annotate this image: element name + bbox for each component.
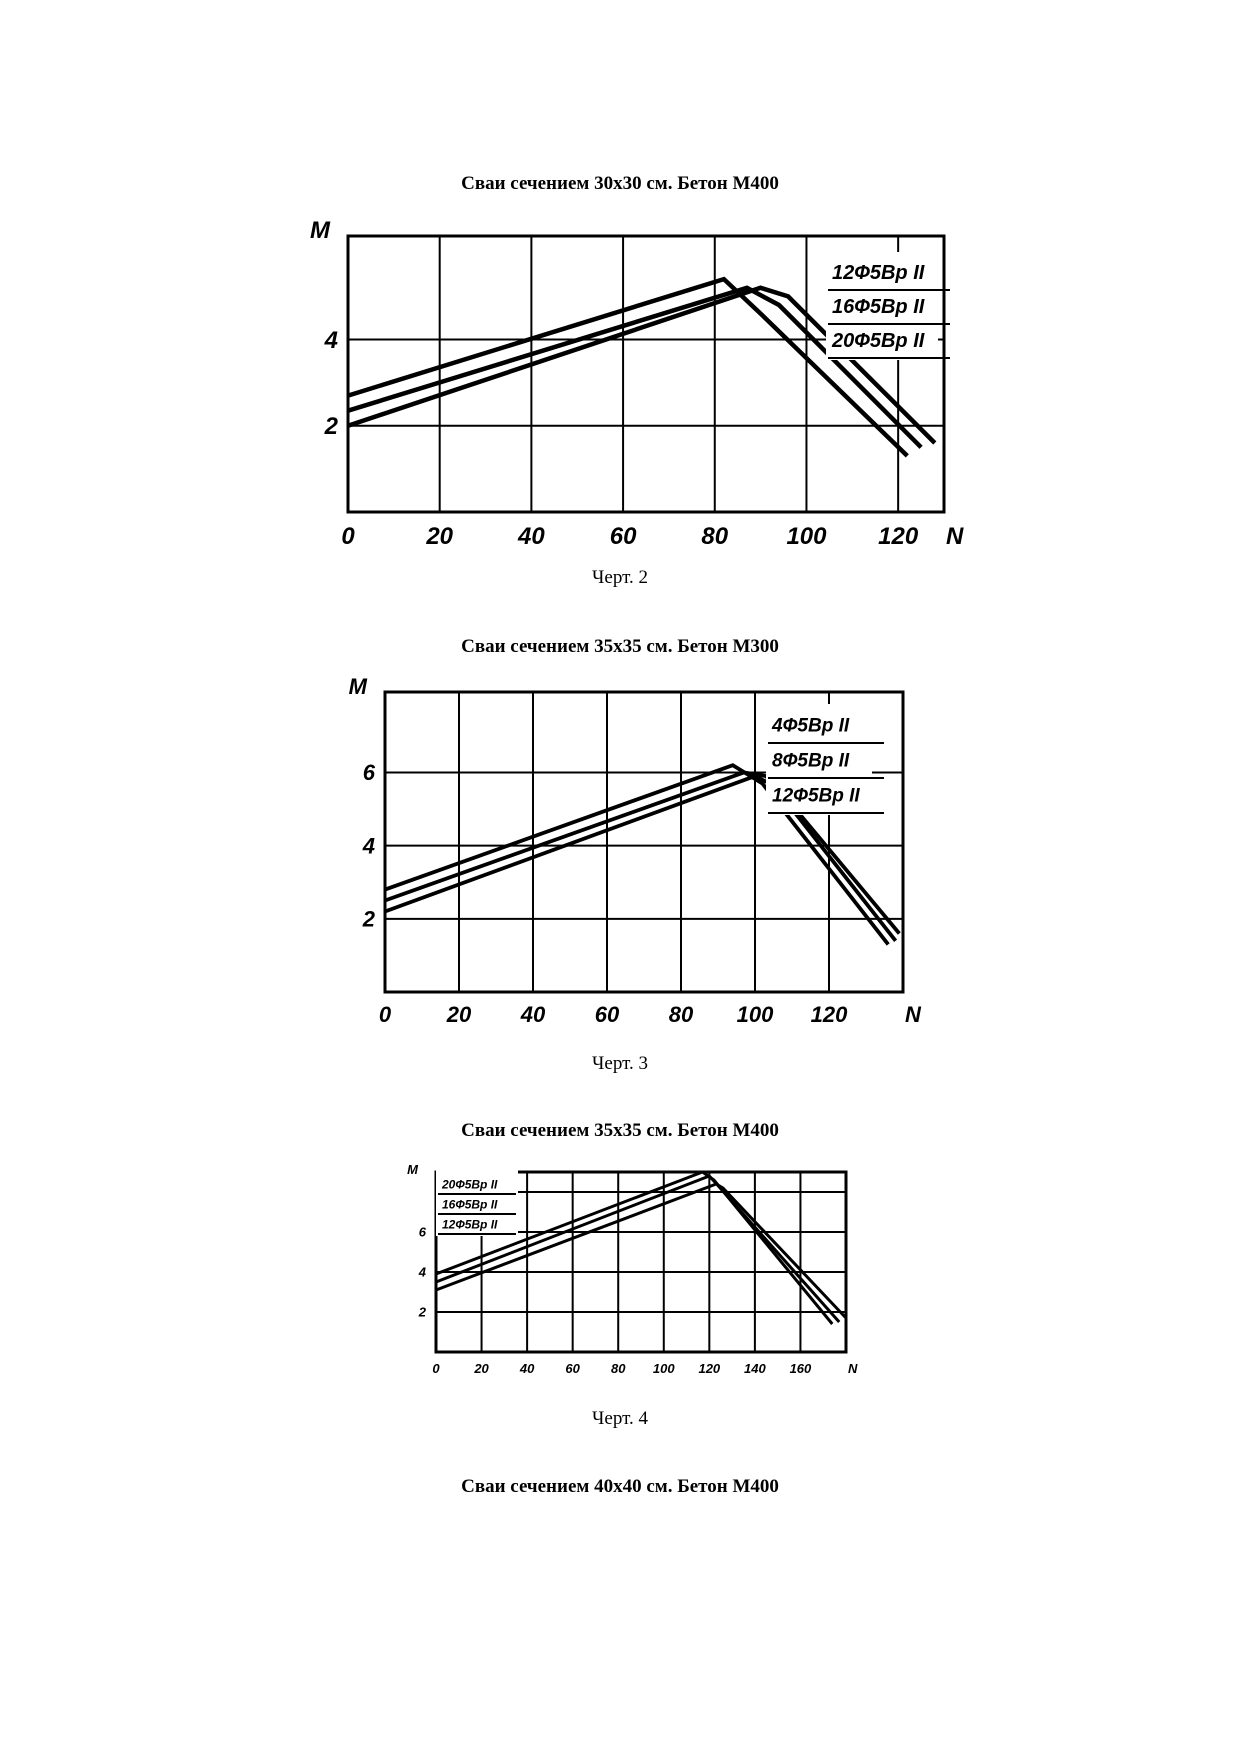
y-tick-label: 2 [324, 413, 339, 440]
x-axis-label: N [946, 523, 964, 550]
x-tick-label: 0 [432, 1361, 440, 1376]
x-tick-label: 120 [698, 1361, 720, 1376]
legend-entry: 4Ф5Вр II [771, 716, 850, 737]
x-axis-label: N [905, 1002, 922, 1027]
x-tick-label: 20 [473, 1361, 489, 1376]
x-tick-label: 40 [517, 523, 545, 550]
series-line [347, 285, 937, 445]
series-line [435, 1174, 841, 1323]
x-tick-label: 20 [446, 1002, 472, 1027]
x-tick-label: 60 [565, 1361, 580, 1376]
y-axis-label: M [310, 217, 331, 244]
x-tick-label: 140 [744, 1361, 766, 1376]
chart-1-heading: Сваи сечением 30х30 см. Бетон М400 [461, 173, 779, 194]
y-tick-label: 6 [363, 760, 376, 785]
y-tick-label: 4 [418, 1265, 427, 1280]
x-tick-label: 60 [595, 1002, 620, 1027]
x-tick-label: 80 [669, 1002, 694, 1027]
legend-background [766, 704, 872, 815]
legend-entry: 20Ф5Вр II [831, 330, 925, 352]
legend-entry: 12Ф5Вр II [442, 1217, 498, 1231]
y-axis-label: M [407, 1162, 419, 1177]
y-tick-label: 2 [418, 1305, 427, 1320]
x-tick-label: 80 [701, 523, 728, 550]
x-tick-label: 0 [379, 1002, 392, 1027]
y-tick-label: 6 [419, 1225, 427, 1240]
chart-2: 0 20 40 60 80 100 120 2 4 6 M N 4Ф5Вр II 8Ф5Вр II 12Ф5… [349, 674, 922, 1027]
chart-2-caption: Черт. 3 [592, 1053, 648, 1074]
chart-3-heading: Сваи сечением 35х35 см. Бетон М400 [461, 1120, 779, 1141]
x-axis-label: N [848, 1361, 858, 1376]
x-tick-label: 40 [520, 1002, 546, 1027]
x-tick-label: 80 [611, 1361, 626, 1376]
y-tick-label: 2 [362, 907, 376, 932]
legend-background [826, 252, 938, 360]
x-tick-label: 60 [610, 523, 637, 550]
x-tick-label: 120 [811, 1002, 848, 1027]
series-line [347, 285, 923, 449]
legend-background [436, 1170, 518, 1236]
chart-1: 0 20 40 60 80 100 120 2 4 M N 12Ф5Вр II 16Ф5Вр II 20Ф… [310, 217, 964, 550]
x-tick-label: 40 [519, 1361, 535, 1376]
x-tick-label: 100 [653, 1361, 675, 1376]
y-tick-label: 4 [324, 327, 338, 354]
legend-entry: 16Ф5Вр II [832, 296, 925, 318]
x-tick-label: 120 [878, 523, 919, 550]
chart-4-heading: Сваи сечением 40х40 см. Бетон М400 [461, 1476, 779, 1497]
x-tick-label: 0 [341, 523, 355, 550]
x-tick-label: 100 [737, 1002, 774, 1027]
legend-entry: 12Ф5Вр II [772, 786, 860, 807]
legend-entry: 12Ф5Вр II [832, 262, 925, 284]
y-axis-label: M [349, 674, 368, 699]
chart-1-caption: Черт. 2 [592, 567, 648, 588]
series-line [435, 1182, 848, 1320]
legend-entry: 20Ф5Вр II [441, 1177, 498, 1191]
plot-frame [346, 234, 946, 514]
x-tick-label: 100 [786, 523, 827, 550]
chart-2-heading: Сваи сечением 35х35 см. Бетон М300 [461, 636, 779, 657]
chart-3: 0 20 40 60 80 100 120 140 160 2 4 6 M N 20Ф5Вр II 16Ф5В… [407, 1162, 858, 1376]
plot-frame [434, 1170, 848, 1354]
x-tick-label: 160 [790, 1361, 812, 1376]
y-tick-label: 4 [362, 833, 375, 858]
legend-entry: 8Ф5Вр II [772, 751, 850, 772]
chart-3-caption: Черт. 4 [592, 1408, 648, 1429]
legend-entry: 16Ф5Вр II [442, 1197, 498, 1211]
series-line [347, 276, 909, 458]
plot-frame [383, 690, 905, 994]
x-tick-label: 20 [425, 523, 453, 550]
